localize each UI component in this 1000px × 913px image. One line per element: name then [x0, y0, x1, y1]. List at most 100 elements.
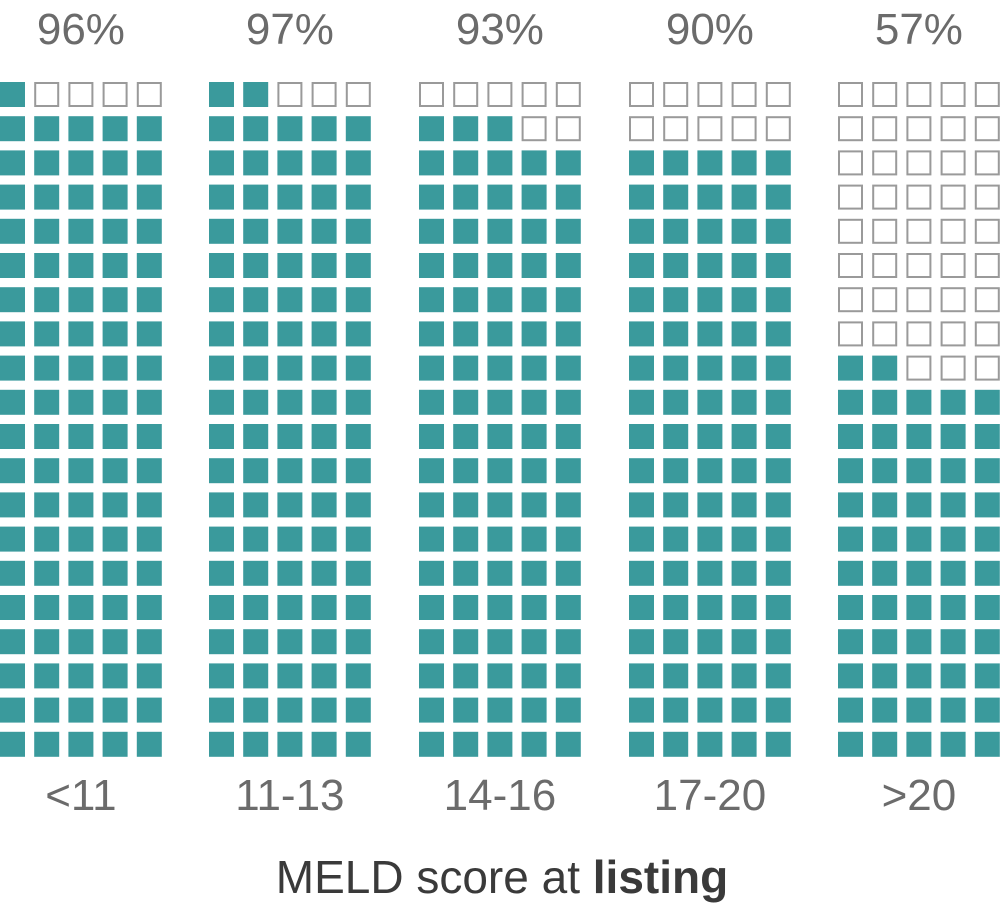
waffle-cell-filled: [940, 731, 966, 757]
waffle-cell-filled: [345, 184, 371, 210]
waffle-cell-filled: [663, 389, 689, 415]
waffle-cell-empty: [68, 82, 94, 107]
waffle-cell-filled: [629, 287, 654, 313]
waffle-cell-filled: [765, 560, 791, 586]
waffle-cell-filled: [419, 287, 444, 313]
waffle-cell-empty: [974, 150, 1000, 176]
waffle-cell-filled: [345, 492, 371, 518]
waffle-cell-filled: [102, 389, 128, 415]
waffle-cell-filled: [345, 663, 371, 689]
waffle-cell-filled: [419, 526, 444, 552]
waffle-cell-filled: [277, 389, 303, 415]
waffle-cell-filled: [731, 663, 757, 689]
waffle-cell-filled: [765, 458, 791, 484]
waffle-cell-filled: [209, 355, 234, 381]
percentage-label: 97%: [246, 5, 334, 54]
waffle-cell-filled: [345, 697, 371, 723]
waffle-cell-filled: [243, 321, 269, 347]
waffle-cell-filled: [209, 184, 234, 210]
waffle-cell-filled: [102, 458, 128, 484]
waffle-cell-filled: [765, 389, 791, 415]
waffle-cell-filled: [243, 595, 269, 620]
waffle-cell-filled: [487, 629, 513, 655]
waffle-cell-filled: [731, 526, 757, 552]
waffle-cell-filled: [209, 697, 234, 723]
waffle-cell-filled: [974, 560, 1000, 586]
waffle-cell-empty: [102, 82, 128, 107]
waffle-cell-filled: [419, 389, 444, 415]
waffle-cell-filled: [872, 595, 898, 620]
waffle-cell-filled: [102, 629, 128, 655]
waffle-cell-filled: [521, 321, 547, 347]
waffle-cell-filled: [629, 492, 654, 518]
waffle-cell-filled: [765, 697, 791, 723]
waffle-cell-filled: [555, 458, 581, 484]
waffle-cell-filled: [487, 526, 513, 552]
waffle-cell-filled: [0, 253, 25, 278]
waffle-cell-filled: [102, 731, 128, 757]
waffle-cell-filled: [629, 355, 654, 381]
waffle-cell-filled: [277, 218, 303, 244]
waffle-cell-empty: [906, 287, 932, 313]
waffle-cell-filled: [0, 150, 25, 176]
waffle-cell-filled: [209, 629, 234, 655]
waffle-cell-filled: [697, 184, 723, 210]
waffle-cell-filled: [243, 560, 269, 586]
waffle-cell-filled: [697, 560, 723, 586]
waffle-groups: [0, 82, 1000, 757]
waffle-cell-filled: [453, 355, 479, 381]
waffle-cell-filled: [663, 697, 689, 723]
waffle-cell-filled: [243, 150, 269, 176]
waffle-cell-filled: [311, 697, 337, 723]
waffle-cell-filled: [453, 697, 479, 723]
waffle-cell-filled: [765, 218, 791, 244]
waffle-cell-empty: [872, 218, 898, 244]
waffle-cell-filled: [765, 731, 791, 757]
waffle-cell-filled: [521, 458, 547, 484]
waffle-cell-filled: [68, 492, 94, 518]
waffle-cell-filled: [521, 424, 547, 449]
waffle-cell-empty: [838, 253, 863, 278]
waffle-group: [629, 82, 791, 757]
waffle-cell-filled: [209, 424, 234, 449]
waffle-cell-filled: [243, 82, 269, 107]
waffle-cell-filled: [838, 424, 863, 449]
waffle-cell-filled: [872, 731, 898, 757]
waffle-cell-filled: [243, 492, 269, 518]
waffle-cell-filled: [731, 731, 757, 757]
waffle-cell-filled: [697, 218, 723, 244]
waffle-cell-filled: [663, 595, 689, 620]
waffle-cell-filled: [487, 218, 513, 244]
waffle-cell-filled: [697, 253, 723, 278]
waffle-cell-filled: [838, 492, 863, 518]
waffle-cell-empty: [940, 287, 966, 313]
waffle-cell-filled: [872, 389, 898, 415]
waffle-cell-filled: [629, 150, 654, 176]
waffle-cell-filled: [453, 389, 479, 415]
waffle-cell-filled: [68, 116, 94, 142]
waffle-cell-filled: [555, 663, 581, 689]
waffle-cell-filled: [209, 731, 234, 757]
waffle-cell-filled: [487, 253, 513, 278]
waffle-cell-filled: [453, 184, 479, 210]
waffle-cell-filled: [311, 184, 337, 210]
waffle-cell-filled: [521, 560, 547, 586]
waffle-cell-filled: [731, 389, 757, 415]
waffle-cell-empty: [872, 150, 898, 176]
waffle-cell-filled: [0, 629, 25, 655]
category-label: <11: [45, 771, 116, 820]
waffle-cell-filled: [34, 697, 60, 723]
waffle-cell-filled: [209, 595, 234, 620]
waffle-cell-filled: [731, 253, 757, 278]
waffle-cell-filled: [629, 663, 654, 689]
waffle-cell-filled: [521, 697, 547, 723]
waffle-cell-filled: [487, 150, 513, 176]
waffle-cell-empty: [663, 82, 689, 107]
waffle-cell-filled: [34, 629, 60, 655]
waffle-cell-filled: [872, 560, 898, 586]
waffle-cell-filled: [697, 595, 723, 620]
waffle-cell-filled: [68, 355, 94, 381]
waffle-cell-filled: [731, 355, 757, 381]
waffle-cell-filled: [453, 116, 479, 142]
waffle-cell-empty: [906, 116, 932, 142]
